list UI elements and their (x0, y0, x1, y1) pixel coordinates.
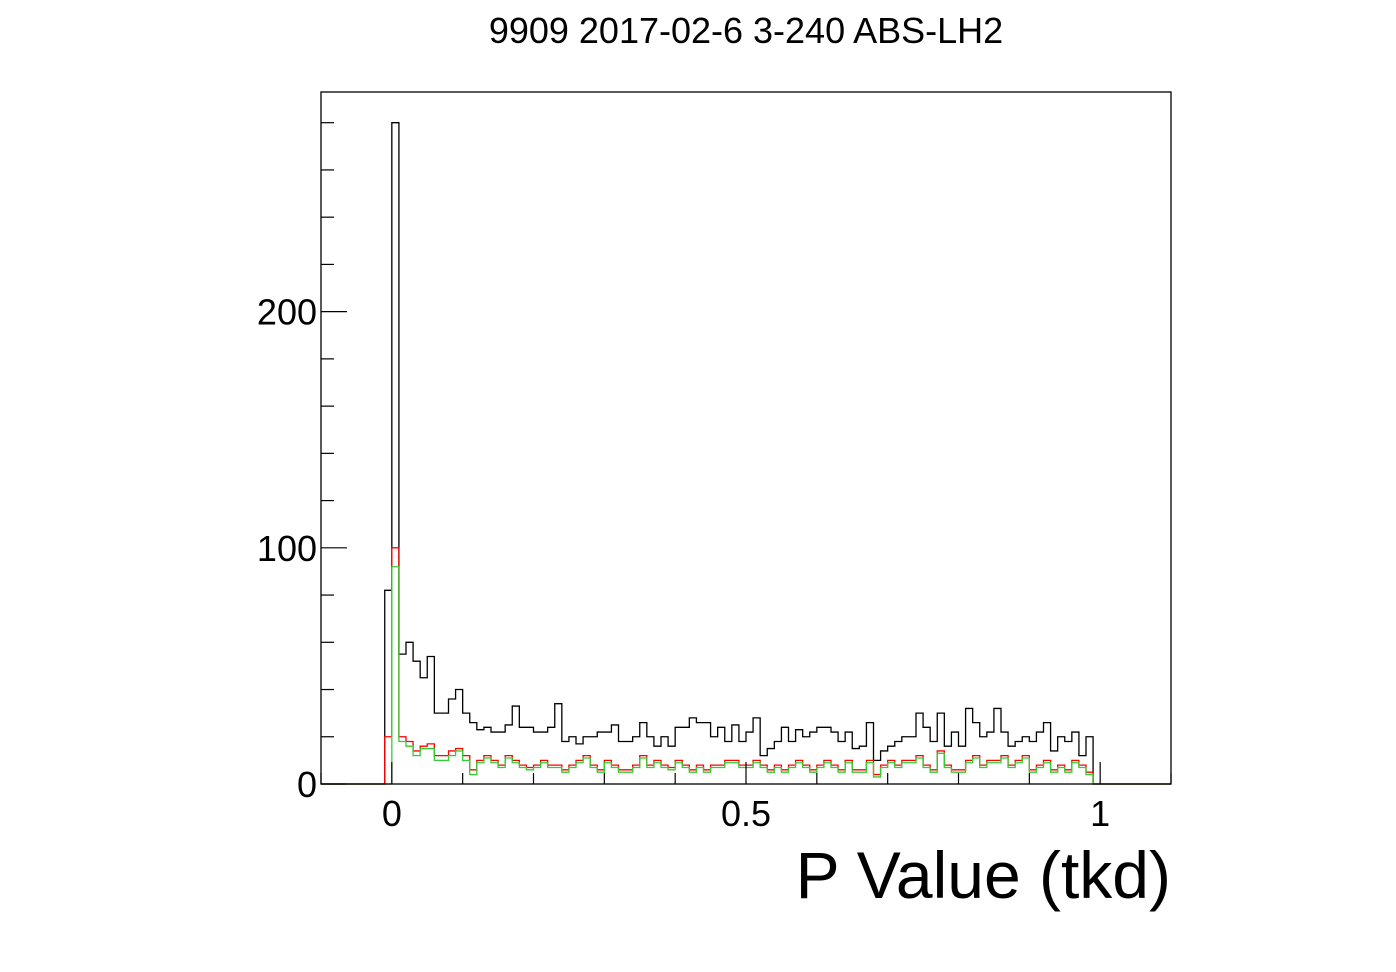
ticks-layer (320, 122, 1172, 785)
series-layer (321, 122, 1171, 785)
x-axis-title: P Value (tkd) (796, 838, 1171, 912)
histogram-series-1 (321, 547, 1171, 785)
chart-title: 9909 2017-02-6 3-240 ABS-LH2 (488, 10, 1004, 51)
histogram-series-0 (321, 122, 1171, 785)
y-tick-label: 0 (297, 764, 317, 805)
y-tick-label: 200 (257, 292, 317, 333)
x-tick-label: 0.5 (721, 793, 771, 834)
histogram-series-2 (321, 566, 1171, 785)
plot-frame (320, 91, 1172, 785)
x-tick-label: 0 (382, 793, 402, 834)
y-tick-label: 100 (257, 528, 317, 569)
labels-layer: 0 100 200 0 0.5 1 (257, 292, 1110, 834)
x-tick-label: 1 (1090, 793, 1110, 834)
